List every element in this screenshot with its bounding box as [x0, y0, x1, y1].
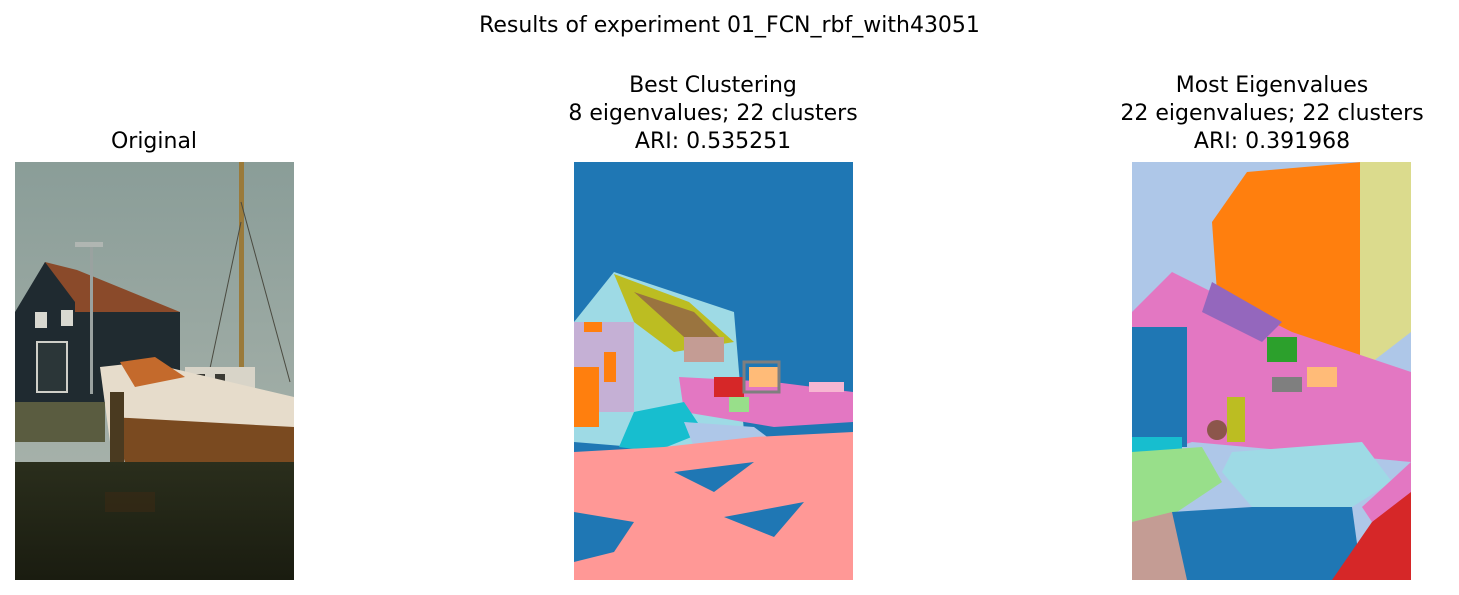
- panel-best-clustering: Best Clustering 8 eigenvalues; 22 cluste…: [503, 72, 923, 156]
- panel-best-clustering-title-line-1: Best Clustering: [629, 73, 797, 98]
- panel-most-eigenvalues-title: Most Eigenvalues 22 eigenvalues; 22 clus…: [1062, 72, 1459, 156]
- panel-best-clustering-title-line-2: 8 eigenvalues; 22 clusters: [568, 101, 858, 126]
- panel-best-clustering-title: Best Clustering 8 eigenvalues; 22 cluste…: [503, 72, 923, 156]
- figure-title: Results of experiment 01_FCN_rbf_with430…: [479, 13, 980, 38]
- panel-most-eigenvalues-title-line-3: ARI: 0.391968: [1193, 129, 1351, 154]
- most-eigenvalues-segmentation: [1132, 162, 1411, 580]
- panel-best-clustering-title-line-3: ARI: 0.535251: [634, 129, 792, 154]
- panel-original-title-line-1: Original: [110, 129, 198, 154]
- panel-most-eigenvalues: Most Eigenvalues 22 eigenvalues; 22 clus…: [1062, 72, 1459, 156]
- panel-most-eigenvalues-title-line-2: 22 eigenvalues; 22 clusters: [1120, 101, 1424, 126]
- panel-most-eigenvalues-title-line-1: Most Eigenvalues: [1175, 73, 1369, 98]
- original-photo: [15, 162, 294, 580]
- best-clustering-segmentation: [574, 162, 853, 580]
- panel-original: Original: [0, 128, 364, 156]
- panel-original-title: Original: [0, 128, 364, 156]
